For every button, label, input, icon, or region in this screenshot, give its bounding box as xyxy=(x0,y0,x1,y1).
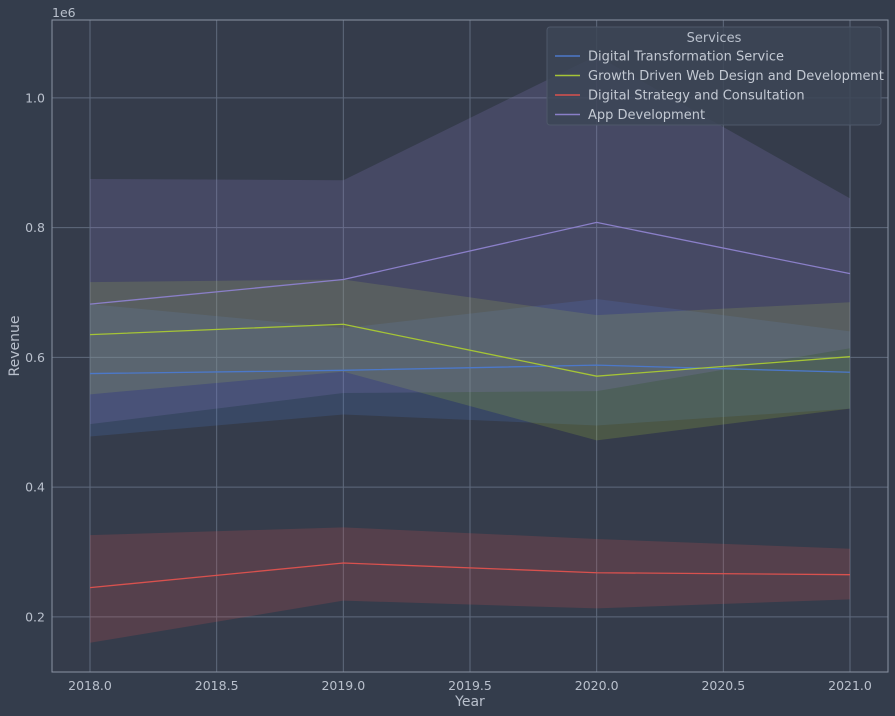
x-tick-label: 2020.0 xyxy=(575,678,619,693)
legend-label: Digital Transformation Service xyxy=(588,50,784,65)
x-axis-label: Year xyxy=(454,694,485,710)
y-axis-label: Revenue xyxy=(7,316,23,377)
series-line xyxy=(89,221,851,305)
y-tick-label: 0.2 xyxy=(25,609,45,624)
legend: Services Digital Transformation Service G… xyxy=(546,26,884,126)
y-tick-label: 1.0 xyxy=(25,90,45,105)
x-tick-label: 2019.0 xyxy=(321,678,365,693)
y-offset-text: 1e6 xyxy=(52,5,76,20)
y-axis-ticks: 0.2 0.4 0.6 0.8 1.0 xyxy=(25,90,45,624)
x-tick-label: 2019.5 xyxy=(448,678,492,693)
x-tick-label: 2020.5 xyxy=(701,678,745,693)
x-tick-label: 2018.5 xyxy=(195,678,239,693)
series-line xyxy=(89,562,851,589)
legend-box xyxy=(546,26,882,126)
confidence-band xyxy=(90,279,850,441)
confidence-band xyxy=(90,527,850,643)
y-tick-label: 0.4 xyxy=(25,480,45,495)
y-tick-label: 0.6 xyxy=(25,350,45,365)
y-tick-label: 0.8 xyxy=(25,220,45,235)
legend-items: Digital Transformation Service Growth Dri… xyxy=(555,50,884,123)
gridlines xyxy=(52,20,888,672)
series-line xyxy=(89,323,851,377)
x-axis-ticks: 2018.0 2018.5 2019.0 2019.5 2020.0 2020.5 2021… xyxy=(68,678,872,693)
legend-label: App Development xyxy=(588,108,705,123)
legend-label: Digital Strategy and Consultation xyxy=(588,89,805,104)
series-lines xyxy=(89,221,851,589)
series-line xyxy=(89,364,851,375)
x-tick-label: 2018.0 xyxy=(68,678,112,693)
confidence-band xyxy=(90,55,850,425)
legend-title: Services xyxy=(687,31,742,46)
legend-label: Growth Driven Web Design and Development xyxy=(588,69,884,84)
x-tick-label: 2021.0 xyxy=(828,678,872,693)
plot-frame xyxy=(51,19,889,673)
